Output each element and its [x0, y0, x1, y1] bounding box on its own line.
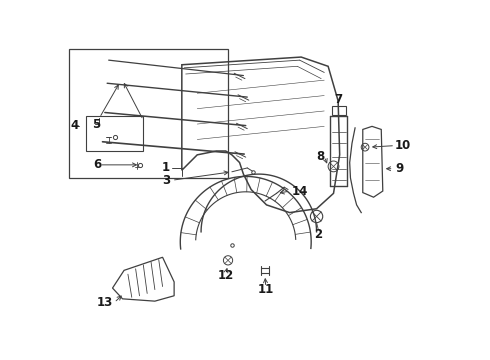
Text: 11: 11 — [258, 283, 274, 296]
Text: 3: 3 — [162, 174, 171, 187]
Text: 5: 5 — [92, 118, 100, 131]
Bar — [69, 49, 228, 178]
Bar — [332, 106, 346, 115]
Text: 6: 6 — [93, 158, 101, 171]
Text: 10: 10 — [395, 139, 412, 152]
Bar — [86, 116, 143, 151]
Text: 12: 12 — [218, 269, 234, 282]
Text: 14: 14 — [292, 185, 308, 198]
Text: 9: 9 — [395, 162, 403, 175]
Text: 13: 13 — [97, 296, 113, 309]
Text: 7: 7 — [334, 93, 342, 106]
Text: 4: 4 — [70, 119, 78, 132]
Text: 1: 1 — [162, 161, 171, 175]
Text: 2: 2 — [314, 228, 322, 240]
Text: 8: 8 — [316, 150, 324, 163]
